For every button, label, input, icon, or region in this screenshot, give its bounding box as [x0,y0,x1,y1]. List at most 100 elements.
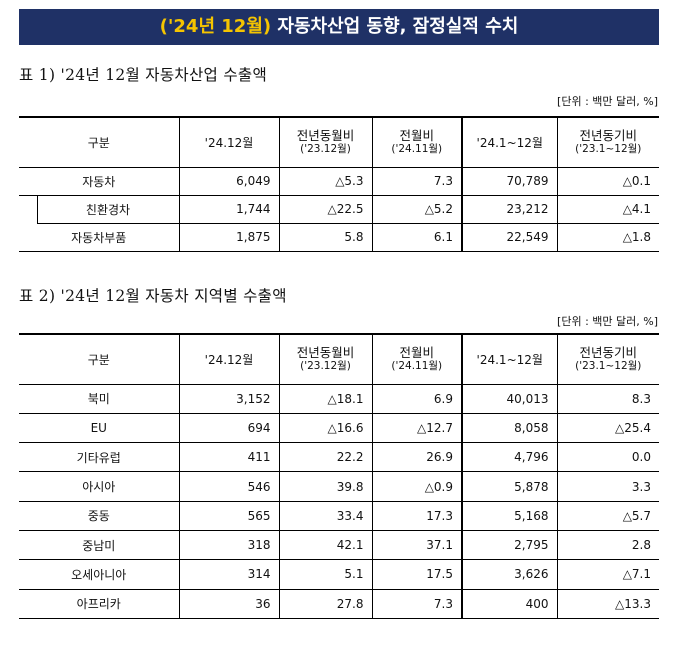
row-label: EU [19,413,179,444]
banner-highlight: ('24년 12월) [159,16,272,37]
cell-yoy: △22.5 [278,195,372,224]
cell-yoy: △18.1 [278,384,372,414]
cell-ytd: 8,058 [461,413,557,444]
table-row: 북미 3,152 △18.1 6.9 40,013 8.3 [19,384,659,414]
row-label: 아시아 [19,471,179,502]
cell-ytd: 70,789 [461,167,557,196]
header-ytd: '24.1~12월 [461,116,557,168]
cell-mom: 7.3 [371,589,462,619]
cell-mom: △5.2 [371,195,462,224]
table-row: EU 694 △16.6 △12.7 8,058 △25.4 [19,413,659,444]
indent-spacer [19,195,37,223]
cell-month: 3,152 [178,384,279,414]
cell-month: 694 [178,413,279,444]
cell-ytd-yoy: △25.4 [556,413,659,444]
table-row: 친환경차 1,744 △22.5 △5.2 23,212 △4.1 [19,195,659,224]
cell-yoy: 22.2 [278,442,372,473]
cell-mom: 6.1 [371,223,462,252]
table2-body: 북미 3,152 △18.1 6.9 40,013 8.3 EU 694 △16.6 △12.7 8… [19,384,659,619]
page-banner: ('24년 12월) 자동차산업 동향, 잠정실적 수치 [19,9,659,45]
cell-yoy: 39.8 [278,471,372,502]
cell-ytd-yoy: △0.1 [556,167,659,196]
table1-title: 표 1) '24년 12월 자동차산업 수출액 [19,66,268,84]
row-label: 북미 [19,384,179,414]
row-label: 기타유럽 [19,442,179,473]
cell-mom: 6.9 [371,384,462,414]
header-category: 구분 [19,116,179,168]
table-row: 자동차 6,049 △5.3 7.3 70,789 △0.1 [19,167,659,196]
cell-month: 36 [178,589,279,619]
cell-month: 6,049 [178,167,279,196]
cell-ytd-yoy: △1.8 [556,223,659,252]
cell-month: 565 [178,501,279,531]
cell-month: 314 [178,559,279,590]
cell-ytd: 3,626 [461,559,557,590]
cell-yoy: △5.3 [278,167,372,196]
cell-ytd-yoy: △7.1 [556,559,659,590]
cell-ytd: 400 [461,589,557,619]
cell-mom: 37.1 [371,530,462,561]
table2-header-row: 구분 '24.12월 전년동월비 ('23.12월) 전월비 ('24.11월) '… [19,333,659,385]
table1: 구분 '24.12월 전년동월비 ('23.12월) 전월비 ('24.11월) '… [19,116,659,252]
cell-month: 411 [178,442,279,473]
cell-ytd-yoy: 8.3 [556,384,659,414]
cell-yoy: 33.4 [278,501,372,531]
table2: 구분 '24.12월 전년동월비 ('23.12월) 전월비 ('24.11월) '… [19,333,659,619]
cell-yoy: 5.1 [278,559,372,590]
cell-yoy: 5.8 [278,223,372,252]
cell-ytd: 4,796 [461,442,557,473]
table-row: 중동 565 33.4 17.3 5,168 △5.7 [19,501,659,531]
cell-mom: 26.9 [371,442,462,473]
table-row: 오세아니아 314 5.1 17.5 3,626 △7.1 [19,559,659,590]
table2-unit: [단위 : 백만 달러, %] [557,315,658,328]
cell-yoy: 27.8 [278,589,372,619]
row-label: 중동 [19,501,179,531]
row-label: 자동차부품 [19,223,179,252]
header-yoy: 전년동월비 ('23.12월) [278,116,372,168]
row-label: 중남미 [19,530,179,561]
header-category: 구분 [19,333,179,385]
cell-yoy: 42.1 [278,530,372,561]
cell-ytd: 5,878 [461,471,557,502]
cell-ytd-yoy: 3.3 [556,471,659,502]
header-month: '24.12월 [178,333,279,385]
header-month: '24.12월 [178,116,279,168]
header-mom: 전월비 ('24.11월) [371,116,462,168]
row-label: 오세아니아 [19,559,179,590]
table-row: 중남미 318 42.1 37.1 2,795 2.8 [19,530,659,561]
cell-mom: △12.7 [371,413,462,444]
table-row: 기타유럽 411 22.2 26.9 4,796 0.0 [19,442,659,473]
cell-ytd-yoy: △13.3 [556,589,659,619]
cell-ytd: 2,795 [461,530,557,561]
cell-mom: 17.3 [371,501,462,531]
cell-month: 1,875 [178,223,279,252]
header-mom: 전월비 ('24.11월) [371,333,462,385]
table1-header-row: 구분 '24.12월 전년동월비 ('23.12월) 전월비 ('24.11월) '… [19,116,659,168]
header-ytd: '24.1~12월 [461,333,557,385]
header-yoy: 전년동월비 ('23.12월) [278,333,372,385]
table2-title: 표 2) '24년 12월 자동차 지역별 수출액 [19,287,287,305]
table-row: 아시아 546 39.8 △0.9 5,878 3.3 [19,471,659,502]
cell-ytd-yoy: △5.7 [556,501,659,531]
header-ytd-yoy: 전년동기비 ('23.1~12월) [556,116,659,168]
table-row: 자동차부품 1,875 5.8 6.1 22,549 △1.8 [19,223,659,252]
cell-ytd-yoy: 2.8 [556,530,659,561]
cell-ytd-yoy: △4.1 [556,195,659,224]
cell-mom: △0.9 [371,471,462,502]
cell-month: 1,744 [178,195,279,224]
cell-ytd-yoy: 0.0 [556,442,659,473]
banner-title: 자동차산업 동향, 잠정실적 수치 [271,16,519,37]
cell-ytd: 22,549 [461,223,557,252]
row-label: 아프리카 [19,589,179,619]
cell-ytd: 23,212 [461,195,557,224]
row-label: 친환경차 [36,195,179,224]
cell-mom: 7.3 [371,167,462,196]
cell-yoy: △16.6 [278,413,372,444]
cell-month: 546 [178,471,279,502]
cell-ytd: 40,013 [461,384,557,414]
cell-mom: 17.5 [371,559,462,590]
header-ytd-yoy: 전년동기비 ('23.1~12월) [556,333,659,385]
table-row: 아프리카 36 27.8 7.3 400 △13.3 [19,589,659,619]
cell-month: 318 [178,530,279,561]
row-label: 자동차 [19,167,179,196]
